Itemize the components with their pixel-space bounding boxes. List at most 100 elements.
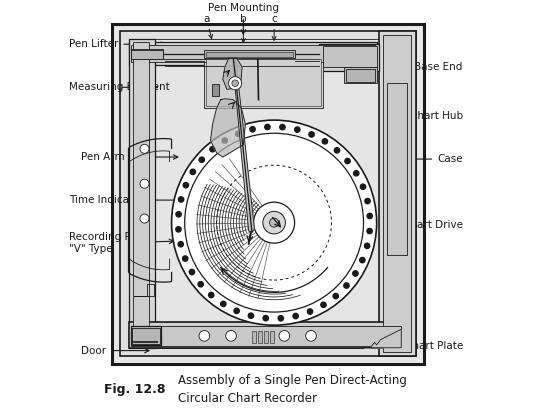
Text: Fig. 12.8: Fig. 12.8 bbox=[104, 384, 165, 396]
Polygon shape bbox=[229, 54, 254, 233]
Circle shape bbox=[189, 269, 194, 275]
Bar bbox=[131, 326, 161, 345]
Circle shape bbox=[140, 144, 149, 153]
Text: Recording Pen
"V" Type: Recording Pen "V" Type bbox=[69, 232, 174, 254]
Circle shape bbox=[176, 227, 181, 232]
Bar bbox=[129, 39, 405, 348]
Text: Case: Case bbox=[405, 154, 463, 164]
Bar bbox=[131, 326, 401, 346]
Circle shape bbox=[199, 330, 210, 341]
Text: Pen Mounting: Pen Mounting bbox=[208, 3, 279, 34]
Bar bbox=[212, 84, 219, 96]
Bar bbox=[129, 39, 155, 348]
Bar bbox=[387, 83, 407, 255]
Bar bbox=[323, 46, 376, 67]
Bar bbox=[131, 45, 375, 62]
Bar bbox=[264, 330, 268, 343]
Bar bbox=[206, 52, 293, 56]
Circle shape bbox=[178, 197, 184, 202]
Text: Chart Drive: Chart Drive bbox=[397, 220, 463, 230]
Bar bbox=[206, 59, 321, 106]
Bar bbox=[319, 44, 379, 71]
Text: Pen Lifter: Pen Lifter bbox=[69, 39, 165, 49]
Circle shape bbox=[321, 302, 326, 307]
Bar bbox=[131, 49, 164, 59]
Circle shape bbox=[278, 316, 284, 321]
Circle shape bbox=[280, 124, 285, 130]
Polygon shape bbox=[364, 329, 401, 348]
Bar bbox=[132, 328, 160, 344]
Text: Assembly of a Single Pen Direct-Acting
Circular Chart Recorder: Assembly of a Single Pen Direct-Acting C… bbox=[178, 375, 407, 405]
Circle shape bbox=[295, 127, 300, 132]
Circle shape bbox=[254, 202, 295, 243]
Circle shape bbox=[222, 138, 227, 143]
Circle shape bbox=[263, 211, 285, 234]
Circle shape bbox=[334, 147, 340, 153]
Bar bbox=[258, 330, 262, 343]
Circle shape bbox=[364, 243, 370, 248]
Circle shape bbox=[265, 124, 270, 130]
Circle shape bbox=[279, 330, 289, 341]
Circle shape bbox=[185, 133, 363, 312]
Text: Base End: Base End bbox=[397, 62, 463, 72]
Bar bbox=[379, 31, 416, 356]
Circle shape bbox=[360, 184, 366, 190]
Bar bbox=[344, 67, 376, 83]
Circle shape bbox=[263, 316, 268, 321]
Circle shape bbox=[353, 271, 358, 276]
Circle shape bbox=[307, 309, 313, 314]
Circle shape bbox=[183, 183, 188, 188]
Bar bbox=[129, 322, 405, 348]
Circle shape bbox=[365, 199, 370, 204]
Text: Chart Hub: Chart Hub bbox=[397, 111, 463, 121]
Text: Time Indicator: Time Indicator bbox=[69, 195, 182, 205]
Circle shape bbox=[176, 212, 181, 217]
Circle shape bbox=[140, 179, 149, 188]
Circle shape bbox=[306, 330, 316, 341]
Polygon shape bbox=[211, 99, 245, 157]
Bar bbox=[112, 24, 424, 364]
Text: Pen Arm: Pen Arm bbox=[82, 152, 178, 162]
Text: Chart Plate: Chart Plate bbox=[399, 341, 463, 351]
Circle shape bbox=[199, 157, 205, 162]
Polygon shape bbox=[223, 58, 242, 89]
Circle shape bbox=[232, 80, 239, 87]
Circle shape bbox=[140, 214, 149, 223]
Circle shape bbox=[190, 169, 195, 175]
Text: Door: Door bbox=[82, 346, 149, 356]
Circle shape bbox=[354, 171, 359, 176]
Circle shape bbox=[345, 158, 350, 164]
Text: a: a bbox=[203, 14, 213, 38]
Circle shape bbox=[248, 313, 254, 318]
Circle shape bbox=[322, 139, 328, 144]
Circle shape bbox=[208, 293, 214, 297]
Circle shape bbox=[226, 330, 237, 341]
Circle shape bbox=[228, 77, 242, 90]
Circle shape bbox=[367, 228, 372, 234]
Bar bbox=[346, 69, 375, 82]
Bar bbox=[131, 50, 163, 59]
Text: c: c bbox=[271, 14, 277, 40]
Bar bbox=[383, 35, 411, 352]
Circle shape bbox=[344, 283, 349, 288]
Circle shape bbox=[333, 293, 339, 299]
Circle shape bbox=[269, 218, 279, 227]
Bar bbox=[129, 42, 376, 65]
Bar bbox=[133, 42, 149, 344]
Text: b: b bbox=[240, 14, 247, 42]
Circle shape bbox=[360, 258, 365, 263]
Circle shape bbox=[198, 282, 204, 287]
Bar bbox=[204, 56, 323, 108]
Bar bbox=[120, 31, 416, 356]
Circle shape bbox=[210, 147, 215, 152]
Circle shape bbox=[183, 256, 188, 261]
Bar bbox=[204, 50, 295, 58]
Circle shape bbox=[234, 308, 239, 314]
Circle shape bbox=[293, 314, 298, 319]
Circle shape bbox=[235, 131, 241, 136]
Circle shape bbox=[367, 213, 373, 219]
Circle shape bbox=[221, 301, 226, 307]
Circle shape bbox=[250, 126, 255, 132]
Circle shape bbox=[178, 241, 184, 247]
Bar bbox=[270, 330, 274, 343]
